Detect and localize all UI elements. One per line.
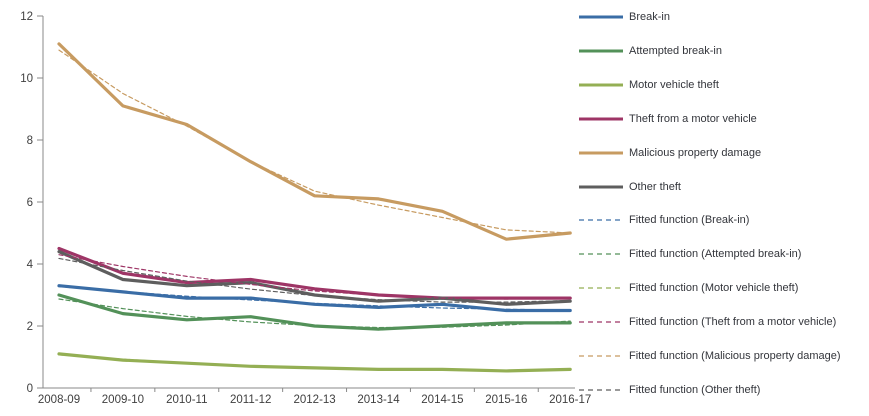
legend-item: Fitted function (Malicious property dama… [578, 345, 841, 367]
legend-dashed-swatch [579, 253, 623, 255]
y-axis-tick-label: 0 [27, 383, 33, 395]
x-axis-tick-label: 2016-17 [549, 394, 591, 406]
x-axis-tick-label: 2012-13 [293, 394, 335, 406]
legend-item: Fitted function (Break-in) [578, 209, 749, 231]
legend-item: Fitted function (Theft from a motor vehi… [578, 311, 836, 333]
legend-item: Theft from a motor vehicle [578, 108, 757, 130]
series-line-fitted-function-theft-from-a-motor-vehicle- [58, 254, 571, 300]
y-axis-tick-label: 4 [27, 259, 34, 271]
legend-dashed-swatch [579, 321, 623, 323]
x-axis-tick-label: 2013-14 [357, 394, 400, 406]
legend-item: Attempted break-in [578, 40, 722, 62]
legend-label: Fitted function (Other theft) [629, 383, 761, 396]
y-axis-tick-label: 10 [20, 73, 33, 85]
series-line-fitted-function-other-theft- [58, 257, 571, 303]
x-axis-tick-label: 2008-09 [38, 394, 80, 406]
legend-line-swatch [579, 15, 623, 19]
series-line-fitted-function-attempted-break-in- [58, 298, 571, 329]
legend-line-swatch [579, 185, 623, 188]
legend-dashed-swatch [579, 355, 623, 357]
legend-line-swatch [579, 83, 623, 87]
legend-label: Malicious property damage [629, 146, 762, 159]
legend-dashed-swatch [579, 219, 623, 222]
x-axis-tick-label: 2009-10 [102, 394, 144, 406]
legend-item: Malicious property damage [578, 142, 761, 164]
legend-label: Fitted function (Theft from a motor vehi… [629, 316, 837, 329]
legend-item: Other theft [578, 176, 681, 198]
legend-label: Fitted function (Motor vehicle theft) [629, 282, 799, 295]
legend-label: Other theft [629, 180, 681, 193]
y-axis-tick-label: 2 [27, 321, 33, 333]
x-axis-tick-label: 2011-12 [230, 394, 271, 406]
y-axis-tick-label: 8 [27, 135, 33, 147]
legend-label: Motor vehicle theft [629, 78, 719, 91]
legend-label: Break-in [629, 11, 670, 23]
series-line-malicious-property-damage [57, 42, 572, 241]
legend-label: Fitted function (Break-in) [629, 214, 750, 227]
series-line-theft-from-a-motor-vehicle [57, 246, 572, 300]
legend-label: Fitted function (Attempted break-in) [629, 248, 802, 261]
series-line-fitted-function-break-in- [58, 286, 571, 311]
legend-label: Fitted function (Malicious property dama… [629, 350, 841, 362]
y-axis-tick-label: 6 [27, 197, 33, 209]
legend-line-swatch [579, 117, 623, 121]
legend: Break-in Attempted break-in Motor vehicle … [578, 0, 869, 416]
series-line-attempted-break-in [57, 293, 572, 331]
legend-item: Fitted function (Motor vehicle theft) [578, 277, 798, 299]
x-axis-tick-label: 2014-15 [421, 394, 463, 406]
legend-item: Break-in [578, 6, 670, 28]
x-axis-tick-label: 2015-16 [485, 394, 527, 406]
legend-label: Theft from a motor vehicle [629, 112, 757, 125]
legend-label: Attempted break-in [629, 44, 722, 57]
legend-line-swatch [579, 151, 623, 155]
legend-dashed-swatch [579, 389, 623, 391]
legend-item: Motor vehicle theft [578, 74, 719, 96]
series-line-fitted-function-motor-vehicle-theft- [58, 354, 571, 371]
legend-dashed-swatch [579, 287, 623, 289]
series-line-other-theft [57, 250, 572, 306]
legend-item: Fitted function (Attempted break-in) [578, 243, 801, 265]
legend-line-swatch [579, 49, 623, 53]
series-line-fitted-function-malicious-property-damage- [58, 49, 571, 234]
y-axis-tick-label: 12 [20, 11, 33, 23]
legend-item: Fitted function (Other theft) [578, 379, 760, 401]
x-axis-tick-label: 2010-11 [166, 394, 207, 406]
